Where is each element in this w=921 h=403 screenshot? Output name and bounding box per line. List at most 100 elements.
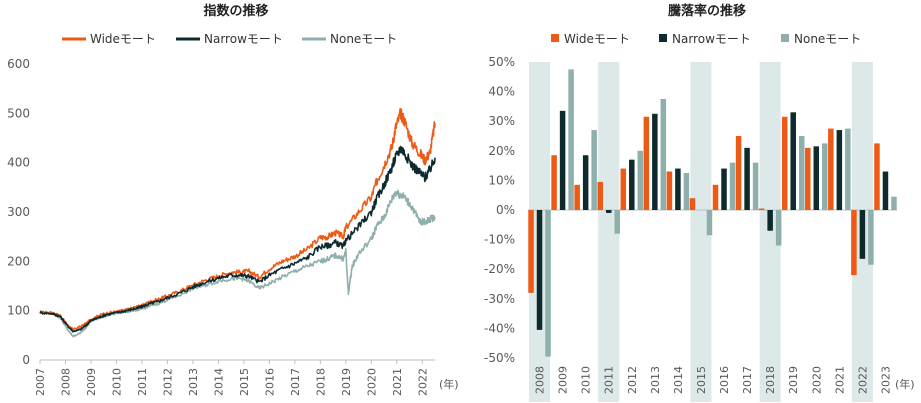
x-tick-label: 2019: [340, 368, 353, 396]
y-tick-label: 200: [7, 254, 30, 268]
bar: [767, 210, 773, 231]
x-tick-label: 2016: [718, 366, 731, 394]
bar: [851, 210, 857, 276]
shaded-year-band: [690, 62, 712, 402]
y-tick-label: -50%: [484, 351, 515, 365]
legend-swatch: [551, 34, 559, 42]
series-line-wide: [40, 108, 436, 330]
y-tick-label: 50%: [488, 55, 515, 69]
bar: [605, 210, 612, 213]
bar: [528, 210, 534, 293]
x-tick-label: 2008: [59, 368, 72, 396]
x-tick-label: 2012: [161, 368, 174, 396]
return-chart-bars: [528, 69, 897, 357]
y-tick-label: 100: [7, 304, 30, 318]
bar: [568, 69, 574, 211]
y-tick-label: -20%: [484, 262, 515, 276]
legend-label: Wideモート: [90, 32, 156, 46]
bar: [545, 210, 551, 357]
legend-label: Narrowモート: [672, 32, 751, 46]
x-tick-label: 2015: [238, 368, 251, 396]
x-tick-label: 2010: [580, 366, 593, 394]
bar: [882, 171, 889, 210]
bar: [712, 184, 719, 210]
series-line-narrow: [39, 145, 436, 333]
series-line-none: [39, 189, 436, 338]
y-tick-label: 600: [7, 57, 30, 71]
x-tick-label: 2012: [626, 366, 639, 394]
x-tick-label: 2017: [741, 366, 754, 394]
return-chart-title: 騰落率の推移: [668, 3, 746, 19]
bar: [652, 113, 658, 210]
bar: [620, 168, 627, 210]
bar: [536, 210, 543, 330]
return-chart-axes: -50% -40% -30% -20% -10% 0% 10% 20% 30% 40% 50% 200…: [484, 55, 897, 394]
return-chart-legend: Wideモート Narrowモート Noneモート: [551, 32, 861, 46]
index-chart-axes: 0 100 200 300 400 500 600 2007 2008 2009 2010 2011 2…: [7, 57, 435, 396]
x-tick-label: 2022: [416, 368, 429, 396]
x-tick-label: 2017: [289, 368, 302, 396]
x-tick-label: 2014: [672, 366, 685, 394]
x-tick-label: 2008: [534, 366, 547, 394]
bar: [798, 136, 805, 210]
y-tick-label: 0%: [496, 203, 515, 217]
y-tick-label: 400: [7, 156, 30, 170]
index-chart: 指数の推移 Wideモート Narrowモート Noneモート 0 100 200 300…: [7, 3, 459, 396]
x-tick-label: 2014: [212, 368, 225, 396]
bar: [775, 210, 782, 246]
bar: [859, 210, 866, 259]
y-tick-label: 300: [7, 205, 30, 219]
bar: [721, 168, 727, 210]
bar: [689, 198, 696, 210]
bar: [790, 112, 796, 210]
x-tick-label: 2010: [110, 368, 123, 396]
x-tick-label: 2016: [263, 368, 276, 396]
index-chart-title: 指数の推移: [203, 3, 268, 19]
x-tick-label: 2009: [557, 366, 570, 394]
return-chart-shading: [529, 62, 873, 402]
bar: [729, 162, 736, 210]
x-tick-label: 2011: [603, 366, 616, 394]
y-tick-label: 30%: [488, 114, 515, 128]
y-tick-label: -10%: [484, 233, 515, 247]
bar: [758, 208, 765, 210]
x-tick-label: 2015: [695, 366, 708, 394]
bar: [582, 155, 589, 210]
bar: [891, 196, 897, 210]
shaded-year-band: [598, 62, 620, 402]
bar: [675, 168, 681, 210]
bar: [868, 210, 874, 265]
y-tick-label: 0: [22, 353, 30, 367]
x-tick-label: 2023: [879, 366, 892, 394]
index-chart-legend: Wideモート Narrowモート Noneモート: [62, 32, 397, 46]
x-tick-label: 2018: [314, 368, 327, 396]
bar: [836, 130, 843, 210]
bar: [551, 155, 557, 210]
return-chart: 騰落率の推移 Wideモート Narrowモート Noneモート -50%-40%-…: [484, 3, 915, 402]
x-tick-label: 2022: [856, 366, 869, 394]
bar: [781, 116, 788, 210]
bar: [660, 99, 667, 210]
bar: [805, 147, 811, 210]
x-tick-label: 2018: [764, 366, 777, 394]
x-tick-label: 2011: [136, 368, 149, 396]
bar: [735, 136, 742, 210]
bar: [643, 116, 650, 210]
legend-label: Noneモート: [330, 32, 397, 46]
return-chart-unit-label: (年): [895, 377, 915, 391]
bar: [683, 173, 690, 210]
legend-swatch: [659, 34, 667, 42]
y-tick-label: 40%: [488, 85, 515, 99]
bar: [614, 210, 620, 234]
x-tick-label: 2020: [810, 366, 823, 394]
bar: [706, 210, 713, 236]
x-tick-label: 2019: [787, 366, 800, 394]
legend-label: Wideモート: [564, 32, 630, 46]
x-tick-label: 2007: [34, 368, 47, 396]
y-tick-label: 20%: [488, 144, 515, 158]
x-tick-label: 2021: [833, 366, 846, 394]
bar: [845, 128, 851, 210]
bar: [591, 130, 597, 210]
y-tick-label: 10%: [488, 173, 515, 187]
